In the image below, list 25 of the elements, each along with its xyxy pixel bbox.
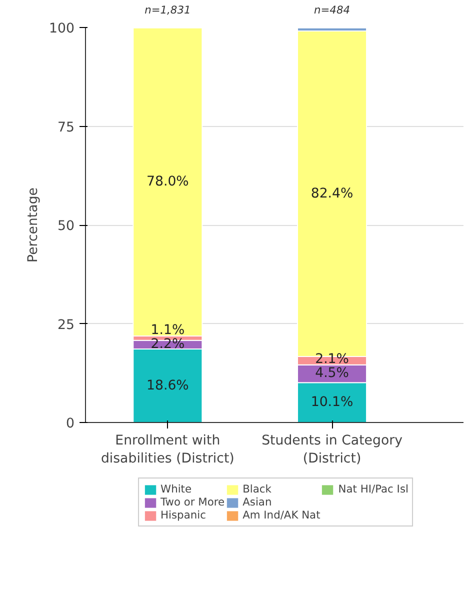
data-label: 82.4% xyxy=(310,186,354,202)
legend-label: Am Ind/AK Nat xyxy=(242,508,320,522)
data-label: 2.2% xyxy=(150,337,185,352)
data-label: 78.0% xyxy=(146,174,189,190)
x-tick-label: Students in Category (District) xyxy=(262,434,403,466)
y-tick-label: 100 xyxy=(49,22,75,36)
y-tick-label: 50 xyxy=(58,219,75,234)
data-label: 18.6% xyxy=(146,378,189,394)
legend-label: Black xyxy=(242,482,272,496)
legend-label: Asian xyxy=(242,496,272,508)
data-label: 2.1% xyxy=(315,352,349,368)
legend-label: White xyxy=(160,482,192,496)
legend-label: Two or More xyxy=(160,496,225,508)
y-tick-label: 0 xyxy=(66,416,75,432)
text: n=1,831 xyxy=(144,4,191,16)
y-axis-title: Percentage xyxy=(26,188,42,262)
data-label: 4.5% xyxy=(315,366,349,382)
y-tick-label: 75 xyxy=(58,120,75,136)
text: n=484 xyxy=(314,4,350,16)
y-tick-label: 25 xyxy=(58,318,75,333)
data-label: 10.1% xyxy=(310,395,354,410)
legend-label: Nat HI/Pac Isl xyxy=(338,482,408,496)
legend-label: Hispanic xyxy=(160,508,206,522)
x-tick-label: Enrollment with disabilities (District) xyxy=(100,434,234,466)
data-label: 1.1% xyxy=(150,323,185,338)
